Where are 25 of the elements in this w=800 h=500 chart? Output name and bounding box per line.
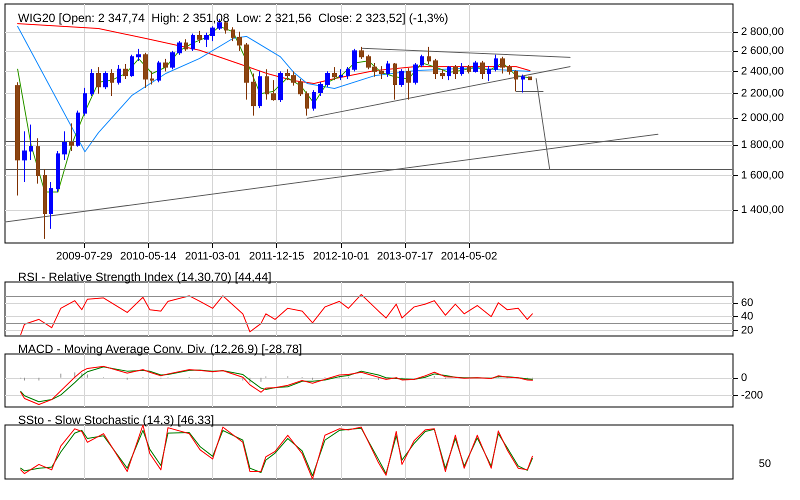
text: WIG20 [Open: 2 347,74 High: 2 351,08 Low: 2 321,56 Close: 2 323,52] (-1,3%) — [18, 11, 448, 25]
y-tick-label: 40 — [741, 310, 754, 323]
y-tick-label: 1 400,00 — [741, 204, 784, 216]
y-tick-label: 0 — [741, 372, 748, 384]
y-tick-label: 1 600,00 — [741, 169, 784, 182]
chart-title: RSI - Relative Strength Index (14,30,70) [44,44] — [18, 270, 272, 284]
x-tick-label: 2009-07-29 — [56, 250, 112, 262]
text: 50 — [758, 458, 772, 470]
y-tick-label: 2 800,00 — [741, 26, 784, 38]
chart-title: MACD - Moving Average Conv. Div. (12,26,9) [-28,78] — [18, 342, 302, 356]
x-tick-label: 2014-05-02 — [440, 250, 498, 262]
y-tick-label: 60 — [741, 296, 754, 309]
y-tick-label: 2 400,00 — [741, 65, 784, 78]
y-tick-label: 1 800,00 — [741, 139, 784, 152]
y-tick-label: 2 200,00 — [741, 88, 784, 100]
y-tick-label: 20 — [741, 324, 754, 336]
y-tick-label: 2 000,00 — [741, 112, 784, 124]
chart-title: SSto - Slow Stochastic (14,3) [46,33] — [18, 413, 214, 427]
x-tick-label: 2013-07-17 — [376, 250, 434, 262]
x-tick-label: 2010-05-14 — [120, 250, 176, 262]
x-tick-label: 2011-12-15 — [248, 250, 304, 262]
y-tick-label: -200 — [741, 389, 764, 402]
y-tick-label: 2 600,00 — [741, 44, 784, 57]
x-tick-label: 2011-03-01 — [184, 250, 240, 262]
x-tick-label: 2012-10-01 — [312, 250, 370, 262]
